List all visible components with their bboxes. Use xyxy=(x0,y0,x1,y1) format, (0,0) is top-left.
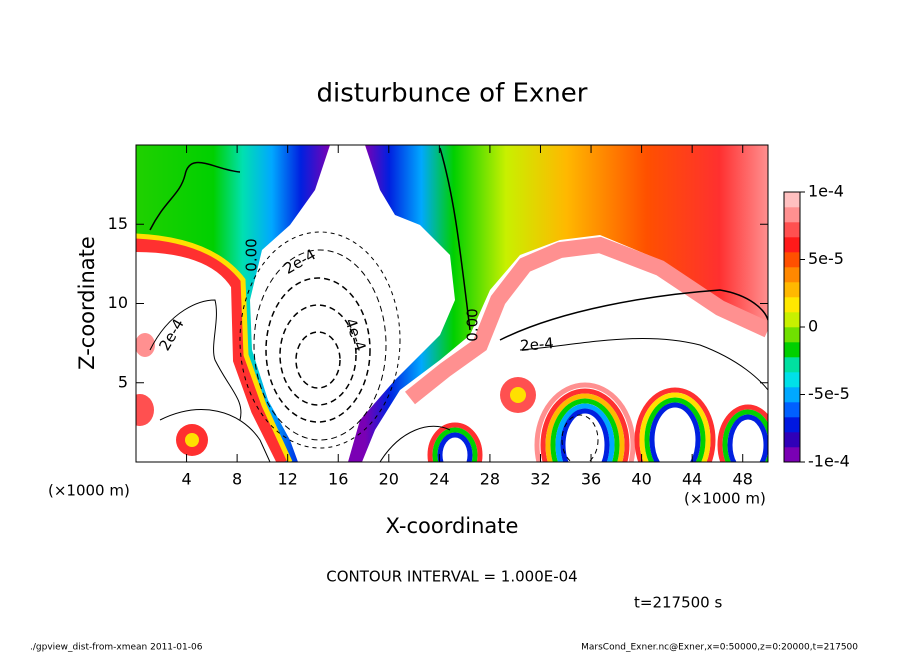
x-tick-label: 24 xyxy=(429,470,449,489)
colorbar-tick-label: 0 xyxy=(808,317,818,336)
colorbar-segment xyxy=(784,327,800,343)
x-tick-label: 44 xyxy=(682,470,702,489)
field-blob xyxy=(185,433,199,447)
x-tick-label: 20 xyxy=(379,470,399,489)
x-tick-label: 36 xyxy=(581,470,601,489)
field-fringe xyxy=(136,233,293,462)
colorbar-segment xyxy=(784,402,800,418)
colorbar-segment xyxy=(784,297,800,313)
field-fringe xyxy=(136,238,291,462)
chart-title: disturbunce of Exner xyxy=(317,79,588,109)
y-tick-label: 10 xyxy=(108,293,128,312)
colorbar-segment xyxy=(784,372,800,388)
x-tick-label: 32 xyxy=(530,470,550,489)
field-rings xyxy=(427,382,768,462)
colorbar-tick-label: 1e-4 xyxy=(808,182,844,201)
colorbar-segment xyxy=(784,387,800,403)
x-tick-label: 16 xyxy=(328,470,348,489)
field-blob xyxy=(136,333,155,357)
colorbar-segment xyxy=(784,207,800,223)
x-tick-label: 28 xyxy=(480,470,500,489)
x-tick-label: 4 xyxy=(181,470,191,489)
x-tick-label: 48 xyxy=(733,470,753,489)
field-blob xyxy=(136,394,154,426)
colorbar-segment xyxy=(784,432,800,448)
colorbar-segment xyxy=(784,447,800,463)
contour-label: 0.00 xyxy=(243,238,261,271)
field xyxy=(136,145,768,462)
colorbar-segment xyxy=(784,357,800,373)
footer-right: MarsCond_Exner.nc@Exner,x=0:50000,z=0:20… xyxy=(581,643,858,653)
x-axis-label: X-coordinate xyxy=(386,514,519,538)
y-axis-label: Z-coordinate xyxy=(75,236,99,370)
colorbar-tick-label: 5e-5 xyxy=(808,249,844,268)
contour-label: 2e-4 xyxy=(519,334,554,355)
contour-label: 2e-4 xyxy=(155,316,187,354)
colorbar-tick-label: -1e-4 xyxy=(808,452,850,471)
colorbar-segment xyxy=(784,192,800,208)
x-tick-label: 40 xyxy=(631,470,651,489)
contour-interval: CONTOUR INTERVAL = 1.000E-04 xyxy=(326,568,577,586)
colorbar-segment xyxy=(784,237,800,253)
y-tick-label: 5 xyxy=(118,372,128,391)
colorbar-segment xyxy=(784,267,800,283)
field-region xyxy=(348,145,768,462)
time-label: t=217500 s xyxy=(634,594,722,612)
colorbar-tick-label: -5e-5 xyxy=(808,384,850,403)
field-blob xyxy=(510,387,526,403)
colorbar-segment xyxy=(784,252,800,268)
x-units: (×1000 m) xyxy=(684,490,766,508)
colorbar-segment xyxy=(784,312,800,328)
colorbar-segment xyxy=(784,282,800,298)
contours xyxy=(149,147,768,462)
footer-left: ./gpview_dist-from-xmean 2011-01-06 xyxy=(30,643,203,653)
colorbar-segment xyxy=(784,222,800,238)
y-units: (×1000 m) xyxy=(48,482,130,500)
contour-label: 0.00 xyxy=(464,308,482,341)
field-region xyxy=(136,145,330,462)
x-tick-label: 8 xyxy=(232,470,242,489)
x-tick-label: 12 xyxy=(278,470,298,489)
y-tick-label: 15 xyxy=(108,214,128,233)
colorbar-segment xyxy=(784,417,800,433)
field-fringe xyxy=(405,236,768,405)
colorbar-segment xyxy=(784,342,800,358)
